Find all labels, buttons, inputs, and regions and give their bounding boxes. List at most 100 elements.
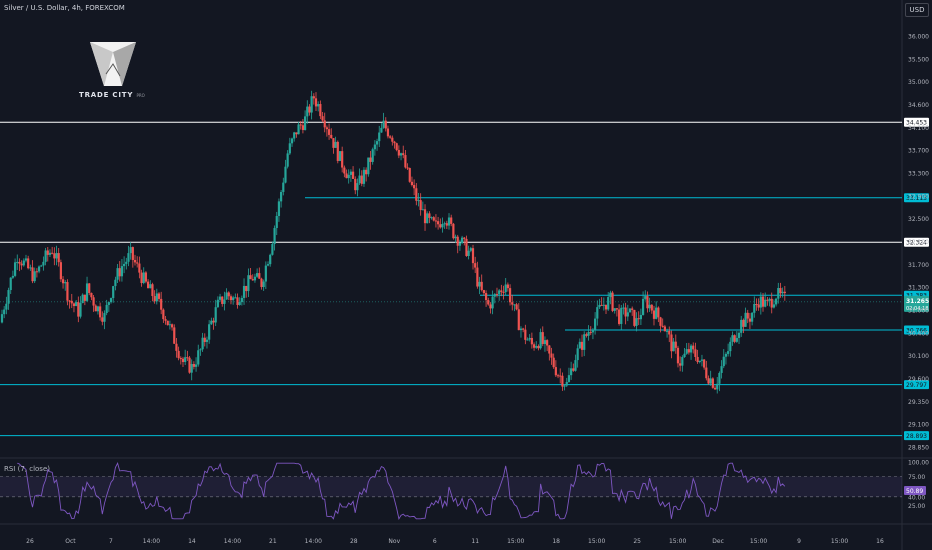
rsi-tick-label: 75.00: [908, 474, 925, 481]
candle-body: [674, 341, 677, 348]
candle-body: [284, 166, 287, 183]
time-tick-label: 6: [433, 538, 437, 545]
candle-body: [532, 344, 536, 348]
candle-body: [194, 364, 198, 367]
candle-body: [506, 284, 509, 289]
candle-body: [495, 294, 499, 296]
candle-body: [598, 304, 601, 308]
price-tick-label: 33.300: [908, 171, 929, 178]
candle-body: [373, 144, 376, 150]
candle-body: [622, 307, 625, 309]
candle-body: [153, 296, 156, 302]
candle-body: [530, 337, 533, 345]
candle-body: [321, 116, 324, 121]
candle-body: [748, 318, 752, 322]
candle-body: [197, 350, 200, 365]
candle-body: [781, 291, 784, 294]
time-tick-label: 14: [188, 538, 196, 545]
candle-body: [109, 298, 113, 303]
candle-body: [349, 171, 352, 175]
candle-body: [637, 318, 640, 320]
candle-body: [487, 300, 490, 305]
candle-body: [338, 151, 342, 161]
candle-body: [286, 153, 289, 167]
candle-body: [554, 367, 557, 376]
candle-body: [343, 167, 346, 174]
time-tick-label: 15:00: [669, 538, 686, 545]
candle-body: [395, 143, 398, 151]
candle-body: [537, 346, 540, 349]
candle-body: [210, 320, 213, 325]
candle-body: [426, 213, 429, 224]
candle-body: [559, 375, 562, 377]
candle-body: [256, 273, 259, 277]
candle-body: [136, 262, 139, 264]
candle-body: [406, 167, 409, 169]
candle-body: [205, 339, 209, 342]
time-tick-label: 15:00: [750, 538, 767, 545]
candle-body: [635, 318, 638, 326]
candle-body: [75, 302, 78, 307]
level-label: 29.797: [906, 382, 927, 389]
price-tick-label: 31.700: [908, 262, 929, 269]
candle-body: [443, 223, 446, 225]
candle-body: [670, 334, 673, 352]
candle-body: [709, 378, 712, 384]
candle-body: [703, 359, 706, 368]
candle-body: [561, 375, 564, 387]
candle-body: [402, 153, 405, 156]
candle-body: [724, 353, 728, 357]
candle-body: [288, 143, 291, 154]
candle-body: [628, 308, 632, 313]
candle-body: [744, 312, 747, 327]
candle-body: [18, 261, 21, 264]
candle-body: [631, 308, 634, 310]
rsi-title: RSI (7, close): [4, 465, 50, 473]
candle-body: [740, 319, 743, 333]
candle-body: [37, 266, 41, 272]
candle-body: [626, 312, 629, 317]
rsi-tick-label: 25.00: [908, 503, 925, 510]
price-tick-label: 29.350: [908, 399, 929, 406]
candle-body: [574, 360, 577, 371]
candle-body: [600, 304, 603, 306]
candle-body: [146, 281, 150, 289]
candle-body: [391, 137, 394, 142]
candle-body: [59, 262, 62, 280]
candle-body: [441, 223, 444, 228]
candle-body: [526, 339, 529, 341]
candle-body: [94, 305, 97, 312]
candle-body: [546, 340, 549, 346]
time-axis[interactable]: 26 Oct 7 14:00 14 14:00 21 14:00 28 Nov 6 11 15:00 18…: [26, 538, 884, 545]
candle-body: [567, 375, 571, 382]
price-tick-label: 34.100: [908, 125, 929, 132]
candle-body: [572, 368, 575, 371]
candle-body: [644, 296, 647, 299]
candle-body: [591, 330, 595, 333]
time-tick-label: 18: [552, 538, 560, 545]
candle-body: [277, 201, 281, 216]
candle-body: [101, 317, 104, 322]
candle-body: [694, 349, 697, 357]
candle-body: [384, 120, 387, 129]
candle-body: [607, 297, 610, 310]
currency-button[interactable]: USD: [905, 3, 929, 17]
candle-body: [190, 364, 193, 373]
current-price-box: [904, 295, 929, 312]
candle-body: [232, 297, 235, 301]
candle-body: [133, 259, 137, 263]
candle-body: [175, 343, 178, 351]
candle-body: [465, 238, 468, 256]
candle-body: [471, 248, 475, 264]
candle-body: [386, 128, 390, 137]
price-tick-label: 31.300: [908, 285, 929, 292]
candle-body: [641, 298, 645, 315]
candle-body: [779, 288, 782, 294]
candle-body: [310, 96, 313, 113]
candle-body: [299, 124, 302, 126]
candle-body: [570, 368, 573, 376]
price-axis[interactable]: 36.000 35.500 35.000 34.600 34.100 33.700 33.3…: [908, 34, 929, 452]
candle-body: [184, 357, 187, 363]
